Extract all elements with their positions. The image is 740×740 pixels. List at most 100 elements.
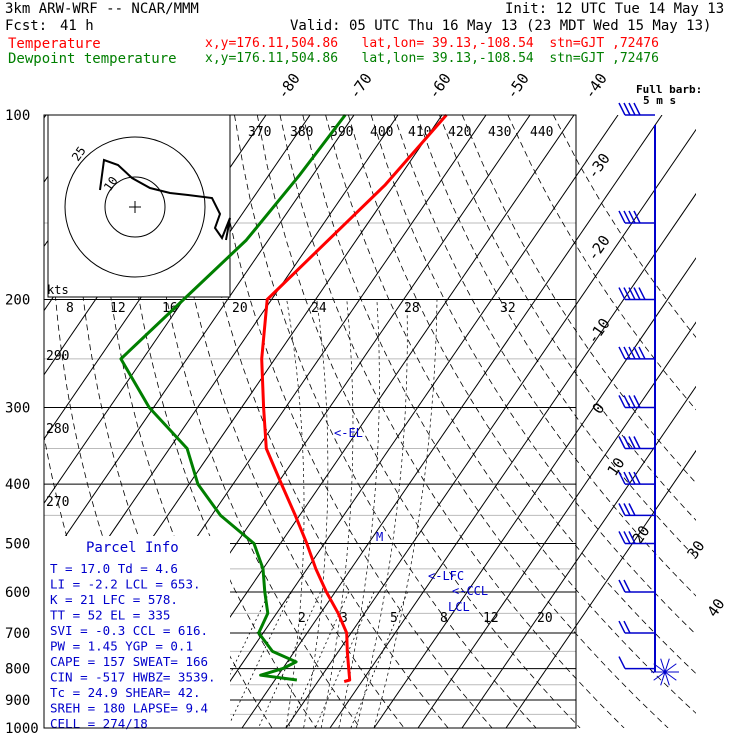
mixing-ratio-low-label: 8 <box>440 611 448 626</box>
wind-barb-flag <box>618 620 626 634</box>
parcel-info-row: Tc = 24.9 SHEAR= 42. <box>50 685 201 700</box>
wind-barb-flag <box>623 471 631 485</box>
moist-adiabat <box>356 299 408 728</box>
hodograph-ring <box>64 136 206 278</box>
wind-barb-flag <box>628 102 636 116</box>
mixing-ratio-label: 8 <box>66 301 74 316</box>
theta-low-label: 290 <box>46 349 69 364</box>
wind-barb-flag <box>628 471 636 485</box>
moist-adiabat <box>338 299 380 728</box>
dry-adiabat <box>416 115 696 559</box>
moist-adiabat <box>373 299 438 728</box>
wind-barb-flag <box>618 102 626 116</box>
isotherm-label: -40 <box>581 70 611 103</box>
parcel-info-row: CAPE = 157 SWEAT= 166 <box>50 654 208 669</box>
dry-adiabat <box>234 115 537 728</box>
isotherm-label: 0 <box>589 400 609 418</box>
pressure-tick-label: 900 <box>5 693 30 709</box>
parcel-info-row: CELL = 274/18 <box>50 716 148 731</box>
dry-adiabat <box>279 115 625 728</box>
wind-barb-flag <box>633 436 641 449</box>
isotherm-line <box>505 449 696 728</box>
theta-label: 370 <box>248 125 271 140</box>
wind-barb-flag <box>633 287 641 300</box>
wind-barb-flag <box>618 471 626 485</box>
init-time: Init: 12 UTC Tue 14 May 13 <box>505 1 725 17</box>
isotherm-label: -50 <box>503 70 533 103</box>
wind-barb-flag <box>618 395 626 408</box>
isotherm-line <box>44 115 355 569</box>
wind-barb-flag <box>628 503 636 516</box>
plot-frame <box>43 114 577 729</box>
wind-barb-flag <box>623 531 631 544</box>
surface-wind-barb <box>660 671 666 686</box>
parcel-info-row: TT = 52 EL = 335 <box>50 608 170 623</box>
wind-barb-flag <box>618 531 626 544</box>
wind-barb-flag <box>628 346 636 360</box>
parcel-info-row: SREH = 180 LAPSE= 9.4 <box>50 701 208 716</box>
wind-barbs <box>618 102 679 686</box>
forecast-hour: 41 h <box>60 18 94 34</box>
mixing-ratio-low-label: 3 <box>340 611 348 626</box>
theta-low-label: 270 <box>46 495 69 510</box>
wind-barb-flag <box>628 287 636 300</box>
isotherm-line <box>417 321 696 728</box>
wind-barb-flag <box>628 436 636 449</box>
parcel-info-row: PW = 1.45 YGP = 0.1 <box>50 639 193 654</box>
wind-barb-flag <box>623 210 631 224</box>
pressure-tick-label: 800 <box>5 662 30 678</box>
wind-barb-flag <box>638 287 646 300</box>
dry-adiabat <box>507 115 696 411</box>
isotherm-label: 10 <box>604 454 629 479</box>
mixing-ratio-label: 20 <box>232 301 248 316</box>
parcel-info-row: K = 21 LFC = 578. <box>50 592 178 607</box>
parcel-info-row: CIN = -517 HWBZ= 3539. <box>50 670 216 685</box>
valid-time: Valid: 05 UTC Thu 16 May 13 (23 MDT Wed … <box>290 18 712 34</box>
dry-adiabat <box>461 115 696 484</box>
hodograph-ring-label-10: 10 <box>101 174 121 194</box>
pressure-tick-label: 600 <box>5 585 30 601</box>
dry-adiabat <box>393 115 696 597</box>
dry-adiabat <box>348 115 696 675</box>
wind-barb-flag <box>633 346 641 360</box>
moist-adiabat <box>320 299 354 728</box>
wind-barb-flag <box>623 503 631 516</box>
wind-barb-flag <box>633 395 641 408</box>
isotherm-line <box>241 115 663 728</box>
parcel-info-title: Parcel Info <box>86 540 179 556</box>
mixing-ratio-label: 16 <box>162 301 178 316</box>
wind-barb-flag <box>623 287 631 300</box>
pressure-tick-label: 500 <box>5 536 30 552</box>
mixing-ratio-low-label: 5 <box>390 611 398 626</box>
wind-barb-flag <box>623 102 631 116</box>
hodograph-units: kts <box>47 283 69 297</box>
parcel-info-row: T = 17.0 Td = 4.6 <box>50 561 178 576</box>
mixing-ratio-label: 28 <box>404 301 420 316</box>
dewpoint-legend: Dewpoint temperature <box>8 51 177 67</box>
isotherm-line <box>461 385 696 728</box>
dry-adiabat <box>211 115 493 728</box>
wind-barb-flag <box>633 102 641 116</box>
moist-adiabat <box>285 299 305 728</box>
surface-wind-barb <box>664 658 670 673</box>
pressure-tick-label: 400 <box>5 477 30 493</box>
surface-wind-barb <box>653 671 666 681</box>
wind-barb-flag <box>628 531 636 544</box>
wind-barb-flag <box>618 436 626 449</box>
mixing-ratio-line <box>227 591 292 728</box>
forecast-label: Fcst: <box>5 18 48 34</box>
wind-barb-flag <box>618 503 626 516</box>
model-title: 3km ARW-WRF -- NCAR/MMM <box>5 1 199 17</box>
mixing-ratio-label: 12 <box>110 301 126 316</box>
isotherm-label: 30 <box>684 537 709 562</box>
surface-wind-barb <box>664 663 677 673</box>
lfc-label: <-LFC <box>428 569 464 583</box>
isotherm-line <box>329 192 696 728</box>
dry-adiabat <box>165 115 405 728</box>
pressure-tick-label: 100 <box>5 108 30 124</box>
parcel-info-bg <box>44 536 230 728</box>
isotherm-label: -30 <box>584 150 614 183</box>
theta-label: 380 <box>290 125 313 140</box>
